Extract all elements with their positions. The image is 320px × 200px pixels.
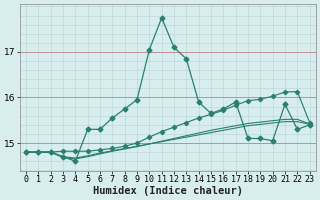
X-axis label: Humidex (Indice chaleur): Humidex (Indice chaleur) [93,186,243,196]
